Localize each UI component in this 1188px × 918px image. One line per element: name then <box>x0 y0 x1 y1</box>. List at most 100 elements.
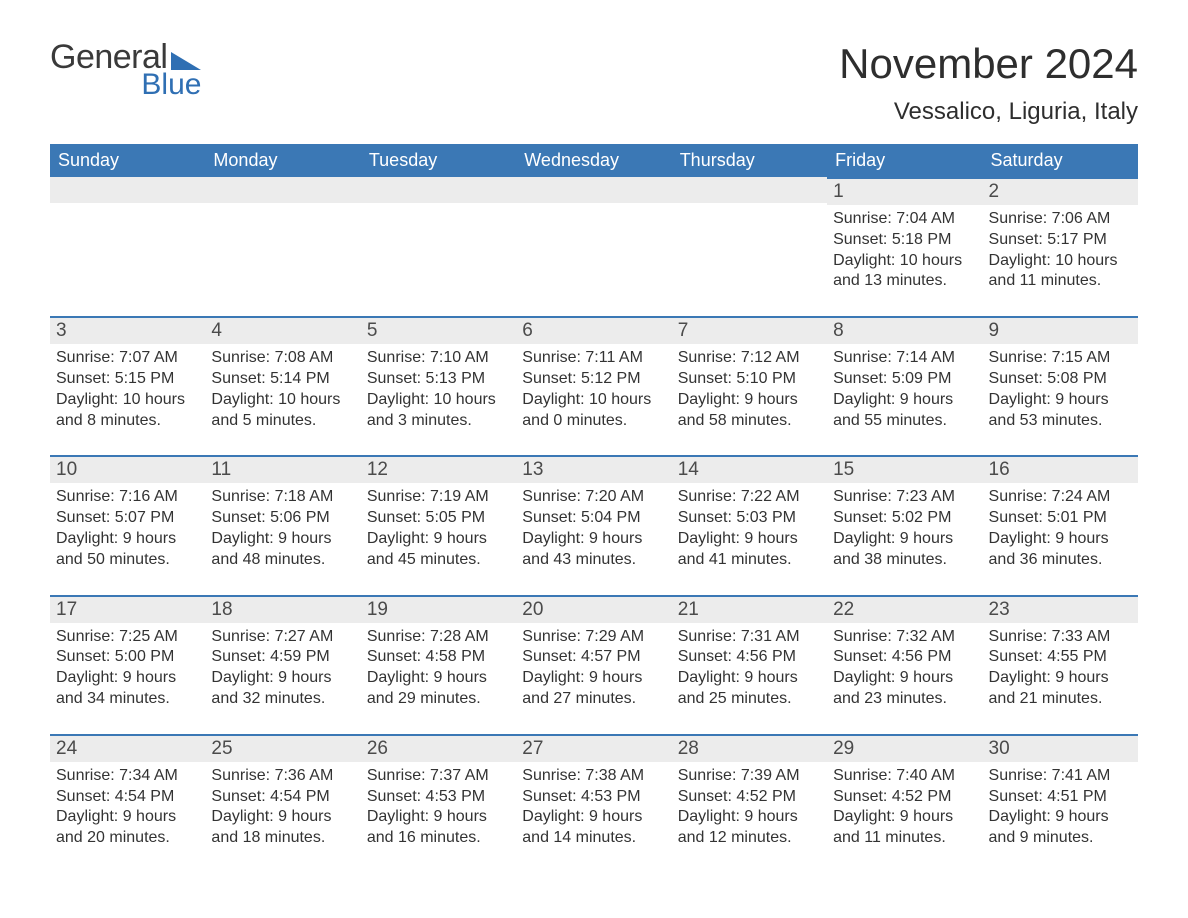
day-details: Sunrise: 7:16 AMSunset: 5:07 PMDaylight:… <box>50 483 205 574</box>
daylight-line: Daylight: 9 hours and 9 minutes. <box>989 807 1132 849</box>
location: Vessalico, Liguria, Italy <box>839 98 1138 126</box>
day-details: Sunrise: 7:18 AMSunset: 5:06 PMDaylight:… <box>205 483 360 574</box>
sunrise-line: Sunrise: 7:12 AM <box>678 348 821 369</box>
sunset-line: Sunset: 5:07 PM <box>56 508 199 529</box>
sunset-line: Sunset: 5:10 PM <box>678 369 821 390</box>
weekday-header: Saturday <box>983 144 1138 177</box>
daylight-line: Daylight: 9 hours and 27 minutes. <box>522 668 665 710</box>
day-number <box>361 177 516 203</box>
day-cell: 25Sunrise: 7:36 AMSunset: 4:54 PMDayligh… <box>205 734 360 853</box>
sunrise-line: Sunrise: 7:27 AM <box>211 627 354 648</box>
week-row: 1 Sunrise: 7:04 AMSunset: 5:18 PM Daylight… <box>50 177 1138 296</box>
day-number: 18 <box>205 595 360 623</box>
sunrise-line: Sunrise: 7:40 AM <box>833 766 976 787</box>
page-header: General Blue November 2024 Vessalico, Li… <box>50 40 1138 126</box>
daylight-line: Daylight: 10 hours and 3 minutes. <box>367 390 510 432</box>
day-details: Sunrise: 7:33 AMSunset: 4:55 PMDaylight:… <box>983 623 1138 714</box>
day-cell: 20Sunrise: 7:29 AMSunset: 4:57 PMDayligh… <box>516 595 671 714</box>
sunrise-line: Sunrise: 7:22 AM <box>678 487 821 508</box>
day-cell: 22Sunrise: 7:32 AMSunset: 4:56 PMDayligh… <box>827 595 982 714</box>
day-number: 15 <box>827 455 982 483</box>
day-details: Sunrise: 7:11 AMSunset: 5:12 PMDaylight:… <box>516 344 671 435</box>
day-details: Sunrise: 7:23 AMSunset: 5:02 PMDaylight:… <box>827 483 982 574</box>
weekday-header: Sunday <box>50 144 205 177</box>
day-cell: 26Sunrise: 7:37 AMSunset: 4:53 PMDayligh… <box>361 734 516 853</box>
day-cell: 29Sunrise: 7:40 AMSunset: 4:52 PMDayligh… <box>827 734 982 853</box>
day-number: 7 <box>672 316 827 344</box>
daylight-line: Daylight: 10 hours and 11 minutes. <box>989 251 1132 293</box>
day-details: Sunrise: 7:37 AMSunset: 4:53 PMDaylight:… <box>361 762 516 853</box>
sunset-line: Sunset: 4:51 PM <box>989 787 1132 808</box>
sunrise-line: Sunrise: 7:36 AM <box>211 766 354 787</box>
sunrise-line: Sunrise: 7:18 AM <box>211 487 354 508</box>
daylight-line: Daylight: 9 hours and 43 minutes. <box>522 529 665 571</box>
daylight-line: Daylight: 9 hours and 45 minutes. <box>367 529 510 571</box>
day-cell: 5Sunrise: 7:10 AMSunset: 5:13 PMDaylight… <box>361 316 516 435</box>
sunrise-line: Sunrise: 7:25 AM <box>56 627 199 648</box>
sunrise-line: Sunrise: 7:31 AM <box>678 627 821 648</box>
sunrise-line: Sunrise: 7:28 AM <box>367 627 510 648</box>
sunrise-line: Sunrise: 7:19 AM <box>367 487 510 508</box>
day-cell: 16Sunrise: 7:24 AMSunset: 5:01 PMDayligh… <box>983 455 1138 574</box>
day-details: Sunrise: 7:34 AMSunset: 4:54 PMDaylight:… <box>50 762 205 853</box>
day-number: 19 <box>361 595 516 623</box>
sunset-line: Sunset: 5:06 PM <box>211 508 354 529</box>
sunset-line: Sunset: 4:54 PM <box>56 787 199 808</box>
day-details: Sunrise: 7:06 AMSunset: 5:17 PMDaylight:… <box>983 205 1138 296</box>
weekday-header: Tuesday <box>361 144 516 177</box>
day-number: 20 <box>516 595 671 623</box>
sunset-line: Sunset: 5:08 PM <box>989 369 1132 390</box>
sunrise-line: Sunrise: 7:10 AM <box>367 348 510 369</box>
sunrise-line: Sunrise: 7:16 AM <box>56 487 199 508</box>
day-cell: 4Sunrise: 7:08 AMSunset: 5:14 PMDaylight… <box>205 316 360 435</box>
day-number: 29 <box>827 734 982 762</box>
day-cell: 1Sunrise: 7:04 AMSunset: 5:18 PMDaylight… <box>827 177 982 296</box>
logo: General Blue <box>50 40 201 100</box>
sunrise-line: Sunrise: 7:23 AM <box>833 487 976 508</box>
daylight-line: Daylight: 9 hours and 34 minutes. <box>56 668 199 710</box>
sunrise-line: Sunrise: 7:32 AM <box>833 627 976 648</box>
day-cell: 13 Sunrise: 7:20 AMSunset: 5:04 PMDayligh… <box>516 455 671 574</box>
sunset-line: Sunset: 4:55 PM <box>989 647 1132 668</box>
day-number: 1 <box>827 177 982 205</box>
daylight-line: Daylight: 9 hours and 32 minutes. <box>211 668 354 710</box>
day-details: Sunrise: 7:27 AMSunset: 4:59 PMDaylight:… <box>205 623 360 714</box>
calendar-body: 1 Sunrise: 7:04 AMSunset: 5:18 PM Daylight… <box>50 177 1138 853</box>
day-cell <box>50 177 205 296</box>
day-cell: 24Sunrise: 7:34 AMSunset: 4:54 PMDayligh… <box>50 734 205 853</box>
day-number: 6 <box>516 316 671 344</box>
day-cell <box>205 177 360 296</box>
day-cell: 9Sunrise: 7:15 AMSunset: 5:08 PMDaylight… <box>983 316 1138 435</box>
sunset-line: Sunset: 5:13 PM <box>367 369 510 390</box>
sunset-line: Sunset: 5:04 PM <box>522 508 665 529</box>
sunset-line: Sunset: 5:01 PM <box>989 508 1132 529</box>
daylight-line: Daylight: 9 hours and 48 minutes. <box>211 529 354 571</box>
day-cell <box>516 177 671 296</box>
day-number <box>50 177 205 203</box>
sunset-line: Sunset: 5:15 PM <box>56 369 199 390</box>
day-details: Sunrise: 7:25 AMSunset: 5:00 PMDaylight:… <box>50 623 205 714</box>
sunset-line: Sunset: 4:53 PM <box>367 787 510 808</box>
day-details: Sunrise: 7:32 AMSunset: 4:56 PMDaylight:… <box>827 623 982 714</box>
sunrise-line: Sunrise: 7:39 AM <box>678 766 821 787</box>
sunset-line: Sunset: 5:18 PM <box>833 230 976 251</box>
calendar: SundayMondayTuesdayWednesdayThursdayFrid… <box>50 144 1138 853</box>
day-details: Sunrise: 7:14 AMSunset: 5:09 PMDaylight:… <box>827 344 982 435</box>
day-details: Sunrise: 7:31 AMSunset: 4:56 PMDaylight:… <box>672 623 827 714</box>
daylight-line: Daylight: 9 hours and 21 minutes. <box>989 668 1132 710</box>
daylight-line: Daylight: 9 hours and 18 minutes. <box>211 807 354 849</box>
day-cell: 7Sunrise: 7:12 AMSunset: 5:10 PMDaylight… <box>672 316 827 435</box>
sunrise-line: Sunrise: 7:33 AM <box>989 627 1132 648</box>
sunrise-line: Sunrise: 7:04 AM <box>833 209 976 230</box>
sunset-line: Sunset: 5:02 PM <box>833 508 976 529</box>
daylight-line: Daylight: 9 hours and 36 minutes. <box>989 529 1132 571</box>
day-cell: 15Sunrise: 7:23 AMSunset: 5:02 PMDayligh… <box>827 455 982 574</box>
sunrise-line: Sunrise: 7:11 AM <box>522 348 665 369</box>
month-title: November 2024 <box>839 40 1138 88</box>
day-cell: 10Sunrise: 7:16 AMSunset: 5:07 PMDayligh… <box>50 455 205 574</box>
sunrise-line: Sunrise: 7:14 AM <box>833 348 976 369</box>
day-number: 4 <box>205 316 360 344</box>
day-number: 13 <box>516 455 671 483</box>
sunrise-line: Sunrise: 7:20 AM <box>522 487 665 508</box>
day-number: 25 <box>205 734 360 762</box>
